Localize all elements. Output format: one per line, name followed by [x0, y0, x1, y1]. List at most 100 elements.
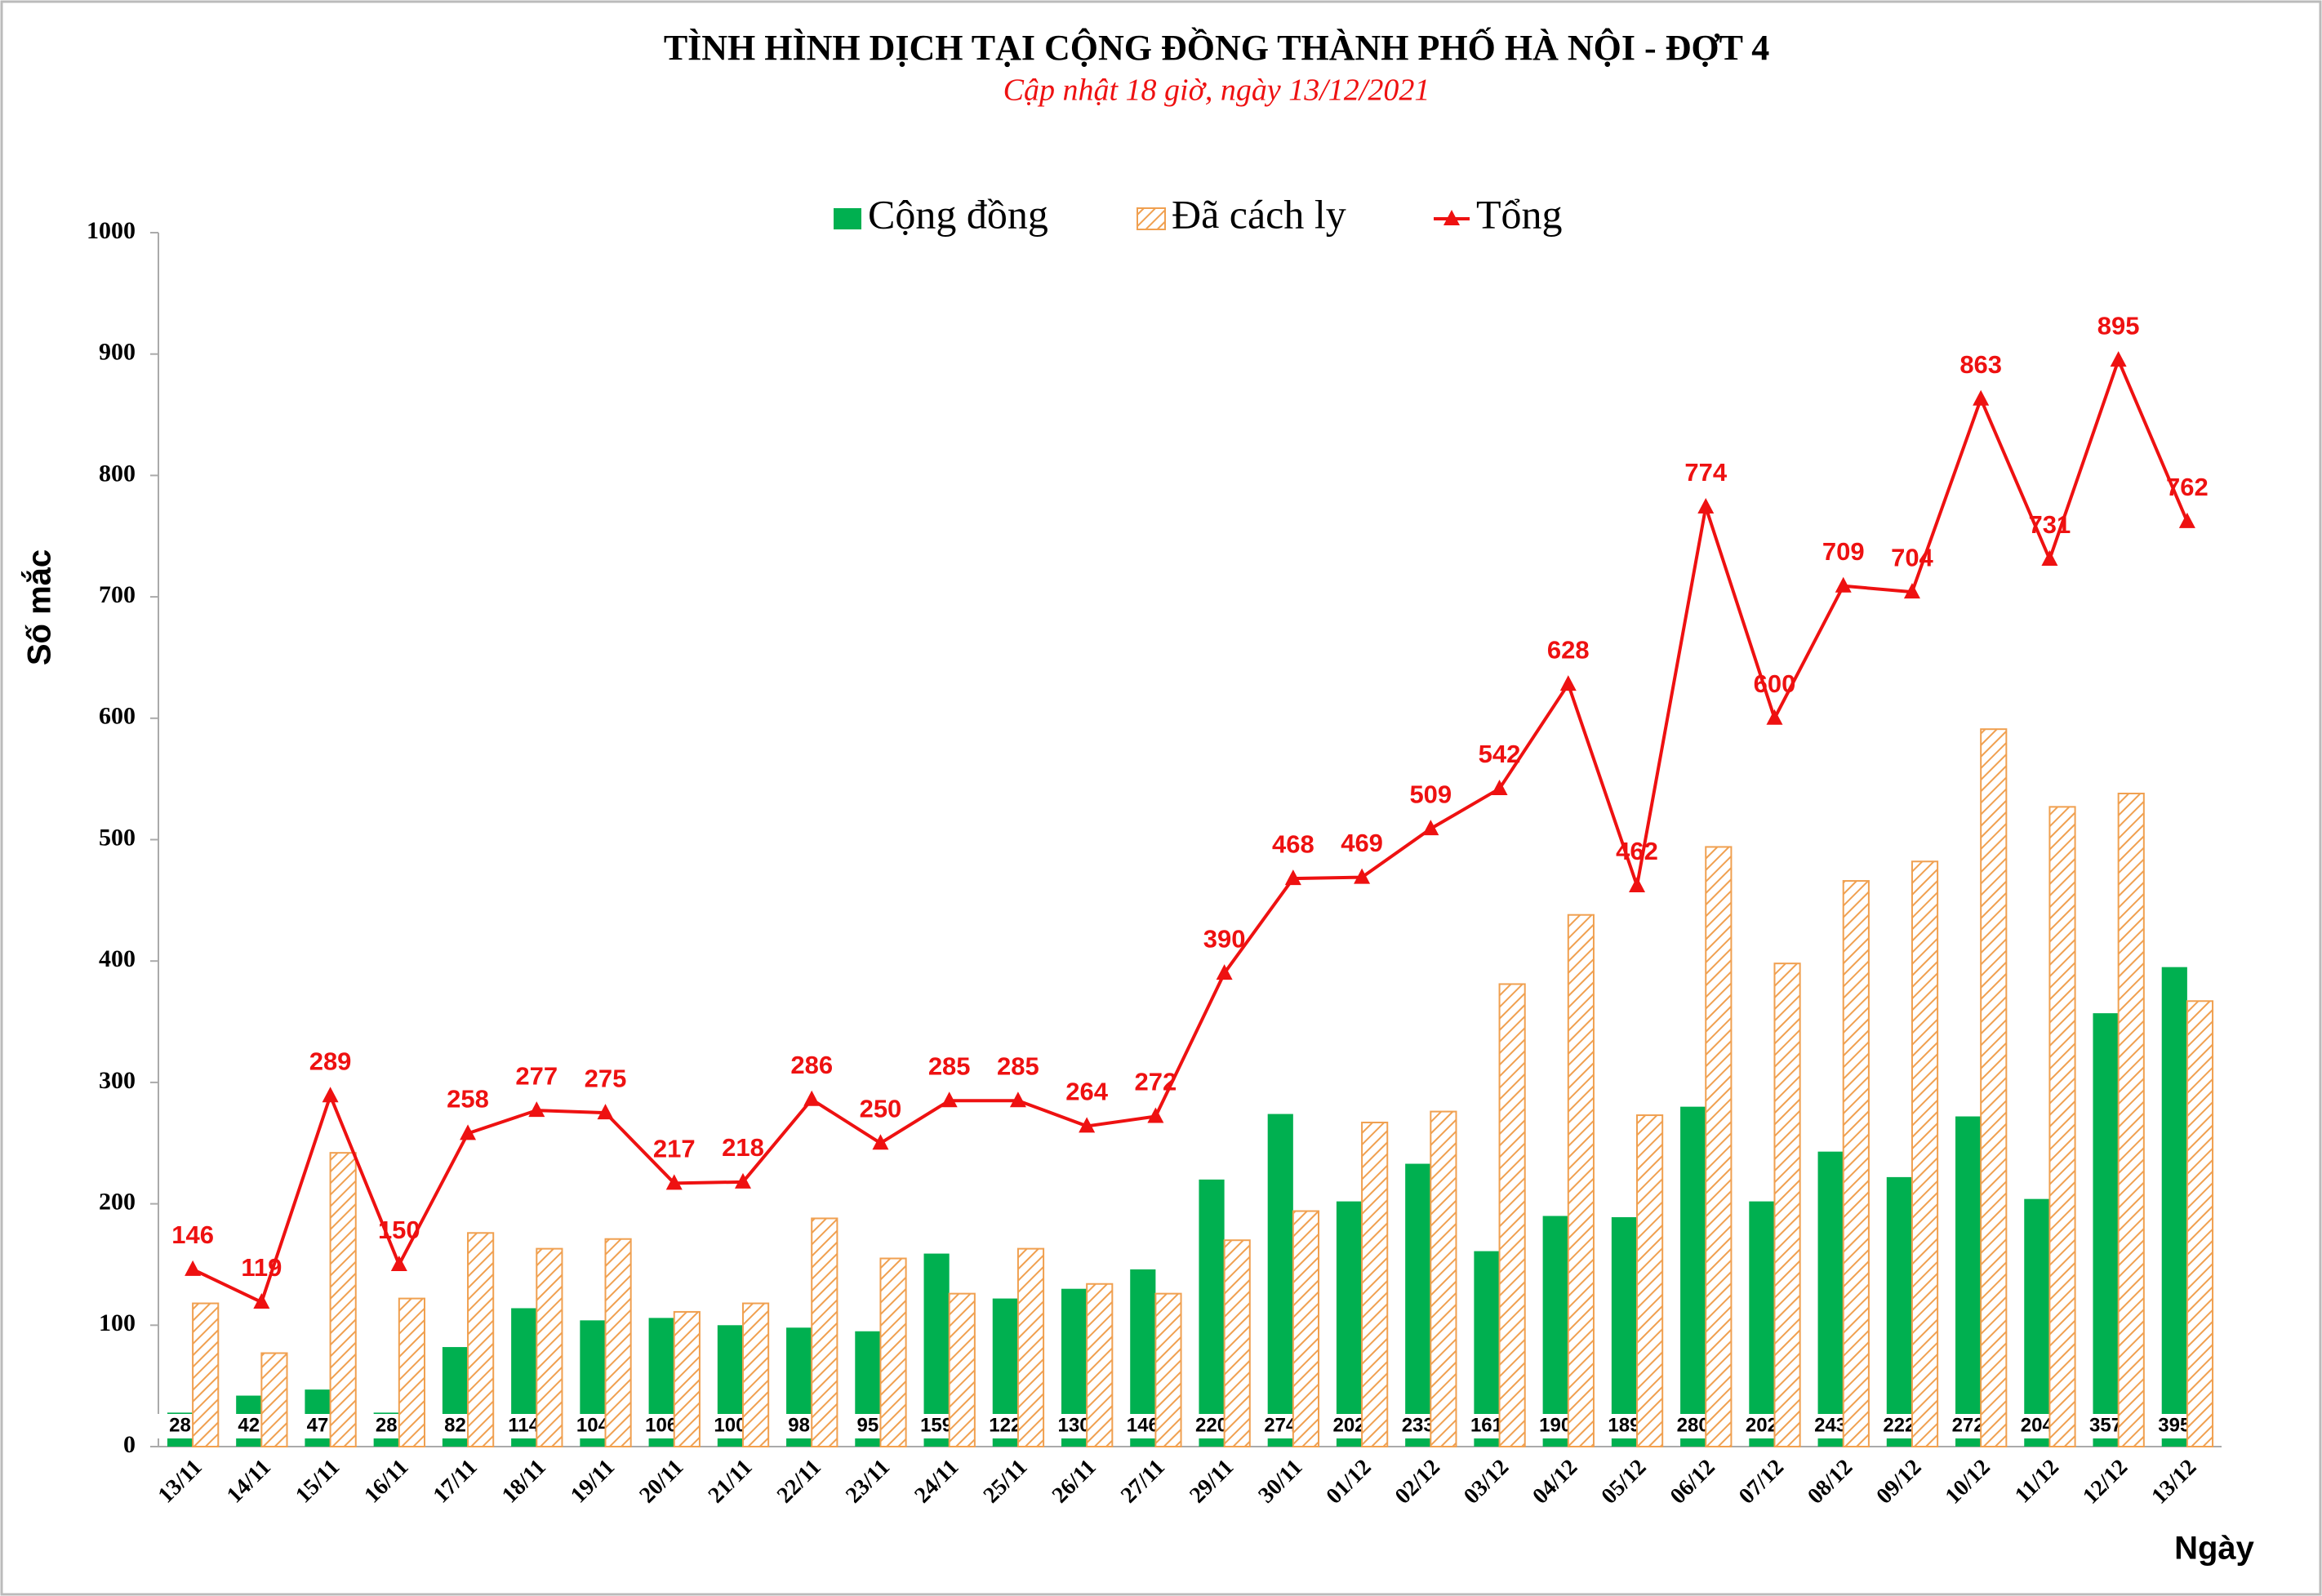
- y-tick-label: 800: [99, 460, 136, 487]
- data-label: 542: [1479, 740, 1521, 768]
- marker: [1354, 868, 1371, 884]
- marker: [2041, 550, 2058, 567]
- data-label: 100: [714, 1414, 746, 1436]
- marker: [803, 1090, 821, 1106]
- marker: [1629, 877, 1646, 893]
- data-label: 286: [790, 1051, 833, 1079]
- data-label: 468: [1272, 829, 1314, 858]
- y-tick-label: 500: [99, 824, 136, 851]
- bar: [1405, 1163, 1431, 1447]
- data-label: 104: [576, 1414, 610, 1436]
- bar: [467, 1232, 495, 1447]
- bar: [1611, 1216, 1638, 1447]
- legend-label: Tổng: [1476, 191, 1563, 237]
- data-label: 218: [722, 1133, 764, 1162]
- x-axis-label: Ngày: [2174, 1531, 2255, 1567]
- bar: [1498, 983, 1526, 1447]
- marker: [528, 1101, 545, 1118]
- data-label: 82: [444, 1414, 466, 1436]
- data-label: 146: [171, 1220, 214, 1249]
- bar: [811, 1217, 838, 1447]
- marker: [322, 1087, 339, 1103]
- y-tick-label: 200: [99, 1188, 136, 1215]
- data-label: 122: [989, 1414, 1021, 1436]
- marker: [1559, 675, 1577, 691]
- data-label: 98: [788, 1414, 810, 1436]
- data-label: 146: [1127, 1414, 1159, 1436]
- bar: [1955, 1116, 1982, 1447]
- marker: [597, 1104, 614, 1120]
- data-label: 275: [585, 1064, 627, 1092]
- bar: [673, 1310, 701, 1447]
- bar: [1154, 1292, 1182, 1447]
- chart-subtitle: Cập nhật 18 giờ, ngày 13/12/2021: [1003, 73, 1430, 108]
- bar: [1223, 1239, 1251, 1447]
- bar: [1773, 962, 1801, 1447]
- data-label: 277: [515, 1061, 558, 1090]
- data-label: 233: [1402, 1414, 1435, 1436]
- bar: [2024, 1198, 2050, 1447]
- data-label: 285: [997, 1051, 1039, 1080]
- data-label: 289: [309, 1047, 352, 1075]
- data-label: 28: [376, 1414, 398, 1436]
- marker: [185, 1260, 202, 1276]
- marker: [460, 1124, 477, 1140]
- marker: [1835, 576, 1852, 593]
- marker: [253, 1293, 270, 1309]
- data-label: 189: [1608, 1414, 1640, 1436]
- marker: [1422, 820, 1439, 836]
- bar: [1361, 1121, 1389, 1447]
- y-axis-label: Số mắc: [20, 549, 58, 665]
- bar: [260, 1352, 288, 1447]
- y-tick-label: 400: [99, 945, 136, 972]
- data-label: 731: [2029, 510, 2071, 539]
- data-label: 357: [2089, 1414, 2122, 1436]
- marker: [665, 1174, 683, 1190]
- data-label: 264: [1065, 1078, 1108, 1106]
- data-label: 220: [1195, 1414, 1228, 1436]
- bar: [1567, 914, 1595, 1447]
- bar: [1016, 1247, 1045, 1448]
- bar: [192, 1302, 220, 1448]
- data-label: 159: [920, 1414, 953, 1436]
- marker: [2110, 351, 2127, 367]
- data-label: 47: [307, 1414, 329, 1436]
- data-label: 150: [378, 1216, 420, 1244]
- bar: [1886, 1176, 1912, 1447]
- data-label: 161: [1470, 1414, 1503, 1436]
- bar: [1817, 1151, 1844, 1447]
- data-label: 462: [1616, 837, 1658, 865]
- data-label: 250: [860, 1094, 902, 1123]
- bar: [1705, 846, 1733, 1447]
- data-label: 863: [1959, 350, 2002, 379]
- marker: [2178, 512, 2195, 528]
- data-label: 119: [241, 1253, 282, 1282]
- data-label: 395: [2158, 1414, 2191, 1436]
- bar: [536, 1247, 563, 1448]
- bar: [1199, 1179, 1225, 1447]
- data-label: 704: [1891, 543, 1933, 571]
- bar: [2117, 792, 2145, 1447]
- data-label: 469: [1341, 829, 1383, 857]
- data-label: 762: [2166, 473, 2209, 501]
- bar: [1336, 1201, 1363, 1447]
- bar: [398, 1297, 425, 1448]
- legend-marker: [1443, 210, 1460, 225]
- data-label: 272: [1135, 1068, 1177, 1096]
- marker: [1766, 709, 1783, 725]
- y-tick-label: 1000: [87, 217, 136, 244]
- y-tick-label: 900: [99, 339, 136, 366]
- chart-title: TÌNH HÌNH DỊCH TẠI CỘNG ĐỒNG THÀNH PHỐ H…: [664, 27, 1769, 68]
- bar: [1086, 1283, 1114, 1447]
- data-label: 285: [928, 1051, 971, 1080]
- marker: [1491, 780, 1508, 796]
- bar: [2048, 806, 2076, 1447]
- bar: [2093, 1013, 2119, 1447]
- data-label: 217: [653, 1135, 696, 1163]
- legend-label: Đã cách ly: [1172, 191, 1346, 237]
- bar: [1749, 1201, 1775, 1447]
- marker: [1903, 583, 1920, 599]
- data-label: 222: [1883, 1414, 1915, 1436]
- data-label: 280: [1677, 1414, 1710, 1436]
- data-label: 709: [1822, 537, 1865, 566]
